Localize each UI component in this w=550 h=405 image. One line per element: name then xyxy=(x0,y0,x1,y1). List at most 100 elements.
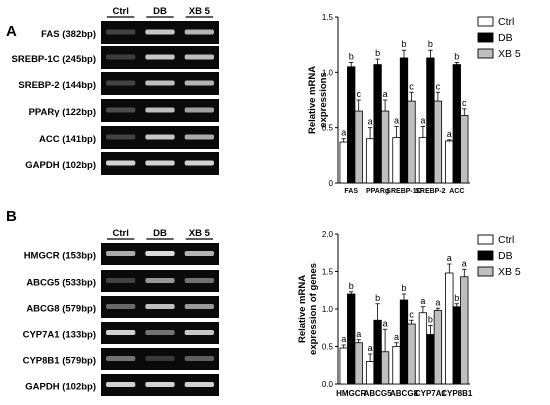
bar xyxy=(452,64,461,184)
gel-lane-header: Ctrl xyxy=(112,6,128,17)
x-category-label: CYP8B1 xyxy=(441,389,473,398)
gel-row-label: SREBP-1C (245bp) xyxy=(12,54,96,65)
y-tick-label: 0.0 xyxy=(322,380,334,389)
bar xyxy=(445,272,454,385)
bar xyxy=(392,137,401,184)
bar xyxy=(418,137,428,184)
significance-label: b xyxy=(375,293,380,303)
bar xyxy=(347,293,356,385)
x-category-label: CYP7A1 xyxy=(415,389,447,398)
gel-band xyxy=(145,251,175,256)
bar xyxy=(373,319,382,385)
legend-label: DB xyxy=(498,250,513,262)
significance-label: b xyxy=(349,51,354,61)
gel-band xyxy=(106,278,136,283)
bar xyxy=(399,57,409,184)
significance-label: a xyxy=(447,129,452,139)
gel-row-label: ACC (141bp) xyxy=(39,134,96,145)
y-axis-label: expression of genes xyxy=(308,263,319,355)
significance-label: a xyxy=(383,318,388,328)
significance-label: b xyxy=(375,48,380,58)
x-category-label: PPARg xyxy=(366,188,389,195)
bar xyxy=(426,57,435,184)
y-tick-label: 2.0 xyxy=(322,230,334,239)
significance-label: a xyxy=(462,258,467,268)
gel-row-label: GAPDH (102bp) xyxy=(25,160,96,171)
legend-label: Ctrl xyxy=(498,16,514,28)
x-category-label: ABCG8 xyxy=(390,389,419,398)
gel-band xyxy=(184,278,214,283)
gel-band xyxy=(145,80,175,86)
gel-band xyxy=(184,356,214,361)
bar xyxy=(426,334,435,385)
gel-band xyxy=(106,80,136,86)
gel-band xyxy=(106,54,136,60)
significance-label: c xyxy=(409,309,414,319)
gel-lane-header: XB 5 xyxy=(189,6,211,17)
gel-band xyxy=(106,304,136,309)
legend-label: Ctrl xyxy=(498,234,514,246)
bar xyxy=(407,323,416,385)
gel-band xyxy=(145,54,175,60)
gel-row-label: SREBP-2 (144bp) xyxy=(18,80,96,91)
gel-band xyxy=(145,382,175,387)
bar xyxy=(380,351,390,385)
significance-label: a xyxy=(356,329,361,339)
gel-band xyxy=(145,356,175,361)
significance-label: a xyxy=(420,116,425,126)
legend-swatch xyxy=(477,250,494,261)
bar-chart-a: 0 0.5 1.0 1.5 Relative mRNA expressions a b c FAS… xyxy=(307,13,521,195)
gel-lane-header: Ctrl xyxy=(112,228,128,239)
gel-band xyxy=(145,330,175,335)
x-category-label: ABCG5 xyxy=(364,389,393,398)
significance-label: b xyxy=(454,51,459,61)
significance-label: a xyxy=(341,128,346,138)
gel-band xyxy=(106,160,136,166)
significance-label: a xyxy=(394,116,399,126)
y-tick-label: 1.5 xyxy=(322,13,334,22)
panel-letter-a: A xyxy=(6,23,17,40)
gel-band xyxy=(184,29,214,35)
gel-band xyxy=(106,382,136,387)
gel-row-label: GAPDH (102bp) xyxy=(25,382,96,393)
significance-label: c xyxy=(436,81,441,91)
gel-band xyxy=(145,134,175,140)
y-axis-label: expressions xyxy=(318,72,329,127)
bar xyxy=(354,110,363,184)
gel-band xyxy=(184,382,214,387)
bar xyxy=(339,347,348,385)
significance-label: b xyxy=(454,293,459,303)
y-axis-label: Relative mRNA xyxy=(307,66,318,134)
significance-label: a xyxy=(341,334,346,344)
gel-band xyxy=(106,29,136,35)
bar xyxy=(380,110,390,184)
gel-band xyxy=(184,107,214,113)
bar xyxy=(418,312,428,385)
x-category-label: FAS xyxy=(344,188,358,195)
significance-label: b xyxy=(401,39,406,49)
x-category-label: HMGCR xyxy=(336,389,366,398)
gel-row-label: FAS (382bp) xyxy=(41,29,96,40)
bar-chart-b: 0.0 0.5 1.0 1.5 2.0 Relative mRNA expression o… xyxy=(297,230,521,398)
gel-band xyxy=(184,160,214,166)
significance-label: b xyxy=(349,281,354,291)
gel-band xyxy=(145,29,175,35)
gel-band xyxy=(106,134,136,140)
gel-lane-header: DB xyxy=(153,228,167,239)
bar xyxy=(365,138,375,184)
bar xyxy=(452,306,461,385)
legend-label: DB xyxy=(498,32,513,44)
gel-band xyxy=(145,278,175,283)
significance-label: a xyxy=(447,253,452,263)
gel-band xyxy=(184,330,214,335)
y-tick-label: 0.5 xyxy=(322,124,334,133)
bar xyxy=(354,342,363,385)
y-tick-label: 1.5 xyxy=(322,268,334,277)
gel-band xyxy=(145,160,175,166)
significance-label: b xyxy=(428,39,433,49)
gel-row-label: CYP8B1 (579bp) xyxy=(23,356,96,367)
gel-lane-header: DB xyxy=(153,6,167,17)
gel-row-label: ABCG5 (533bp) xyxy=(26,278,96,289)
gel-band xyxy=(106,107,136,113)
gel-row-label: PPARγ (122bp) xyxy=(29,107,96,118)
